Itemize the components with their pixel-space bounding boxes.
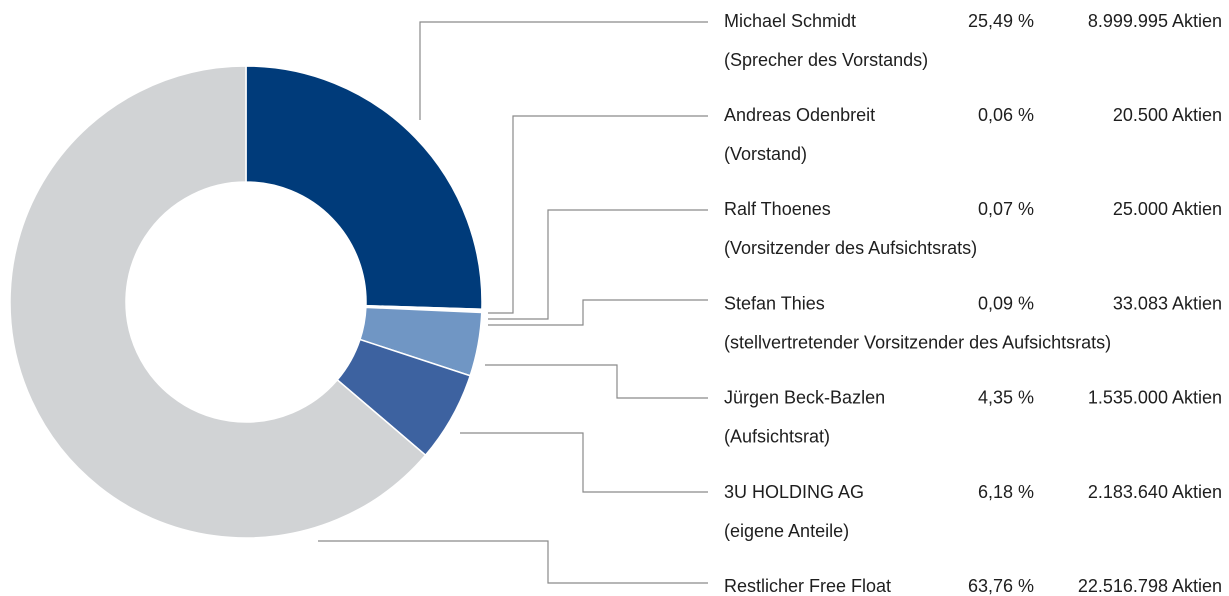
legend-name: Ralf Thoenes [724,199,831,219]
legend-role: (eigene Anteile) [724,521,849,541]
leader-lines [318,21,708,584]
slice [9,65,427,539]
legend-name: Stefan Thies [724,293,825,313]
legend-name: Restlicher Free Float [724,576,891,596]
leader-line [485,364,708,399]
legend-name: Andreas Odenbreit [724,105,875,125]
legend-shares: 33.083 Aktien [1113,293,1222,313]
leader-line [318,540,708,584]
legend-shares: 25.000 Aktien [1113,199,1222,219]
leader-line [488,115,708,314]
leader-line [488,299,708,326]
slice [245,65,483,311]
legend-percent: 63,76 % [968,576,1034,596]
legend-percent: 0,09 % [978,293,1034,313]
legend-percent: 0,06 % [978,105,1034,125]
legend-shares: 22.516.798 Aktien [1078,576,1222,596]
legend-name: Michael Schmidt [724,11,856,31]
legend-role: (stellvertretender Vorsitzender des Aufs… [724,332,1111,352]
legend-shares: 1.535.000 Aktien [1088,388,1222,408]
legend-role: (Vorstand) [724,144,807,164]
legend-role: (Vorsitzender des Aufsichtsrats) [724,238,977,258]
legend-name: 3U HOLDING AG [724,482,864,502]
legend-name: Jürgen Beck-Bazlen [724,388,885,408]
legend-shares: 8.999.995 Aktien [1088,11,1222,31]
legend-percent: 6,18 % [978,482,1034,502]
leader-line [460,432,708,493]
legend-role: (Aufsichtsrat) [724,427,830,447]
leader-line [488,209,708,320]
legend-percent: 25,49 % [968,11,1034,31]
legend-role: (Sprecher des Vorstands) [724,50,928,70]
legend-percent: 4,35 % [978,388,1034,408]
legend-percent: 0,07 % [978,199,1034,219]
legend-shares: 20.500 Aktien [1113,105,1222,125]
leader-line [419,21,708,120]
legend-shares: 2.183.640 Aktien [1088,482,1222,502]
